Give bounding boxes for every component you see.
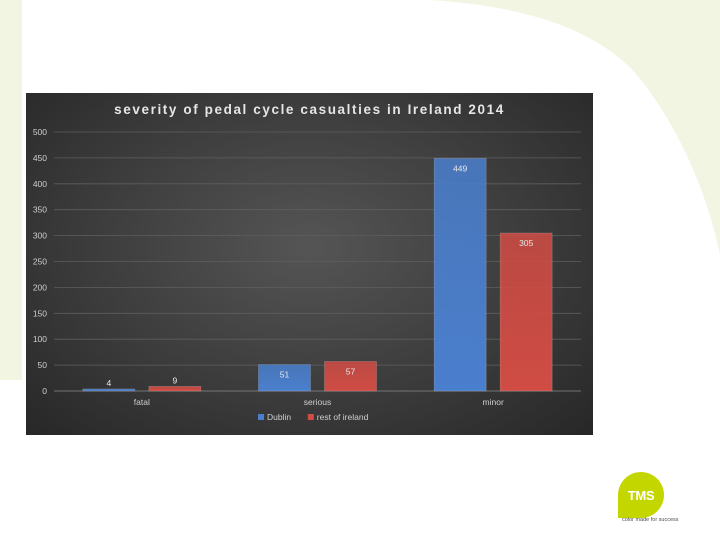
bar-dublin-minor (433, 158, 487, 392)
tms-logo: TMS (618, 472, 664, 518)
y-tick-label: 250 (33, 257, 47, 267)
y-tick-label: 500 (33, 127, 47, 137)
y-tick-label: 200 (33, 282, 47, 292)
chart-title: severity of pedal cycle casualties in Ir… (114, 102, 505, 117)
left-accent-band (0, 0, 22, 380)
data-label: 4 (106, 378, 111, 388)
y-tick-label: 0 (42, 386, 47, 396)
data-label: 9 (172, 375, 177, 385)
y-tick-label: 50 (38, 360, 48, 370)
legend-swatch (258, 414, 264, 420)
data-label: 305 (519, 238, 533, 248)
y-tick-label: 450 (33, 153, 47, 163)
bar-rest-of-ireland-serious (324, 361, 377, 392)
bar-rest-of-ireland-fatal (148, 386, 202, 392)
legend-swatch (307, 414, 314, 420)
legend-label: rest of ireland (317, 412, 369, 422)
bar-chart: 0 50 100 150 200 250 300 350 400 450 500 4 9 fatal 51 5… (33, 127, 581, 422)
legend-label: Dublin (267, 412, 291, 422)
y-tick-label: 400 (33, 179, 47, 189)
data-label: 51 (280, 370, 290, 380)
tagline: color made for success (622, 517, 679, 523)
chart-panel: severity of pedal cycle casualties in Ir… (26, 93, 593, 435)
data-label: 449 (453, 163, 467, 173)
bar-rest-of-ireland-minor (499, 232, 553, 392)
x-tick-label: serious (304, 397, 331, 407)
bar-dublin-fatal (82, 388, 136, 392)
y-tick-label: 150 (33, 308, 47, 318)
y-tick-label: 100 (33, 334, 47, 344)
y-tick-label: 350 (33, 205, 47, 215)
data-label: 57 (346, 366, 356, 376)
logo-text: TMS (627, 487, 655, 503)
x-tick-label: minor (483, 397, 504, 407)
bar-dublin-serious (258, 364, 311, 392)
y-tick-label: 300 (33, 231, 47, 241)
x-tick-label: fatal (134, 397, 150, 407)
